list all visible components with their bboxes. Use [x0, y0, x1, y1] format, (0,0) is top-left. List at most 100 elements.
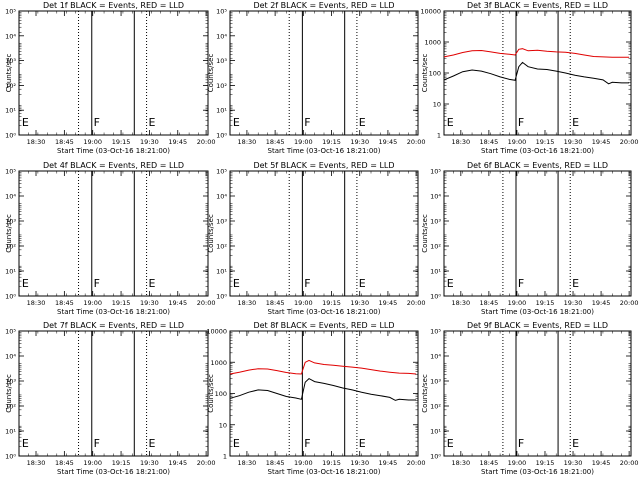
detector-panel-1: Det 1f BLACK = Events, RED = LLD 10⁰ 10¹ 10…	[5, 1, 215, 155]
x-tick-label: 19:15	[112, 459, 131, 467]
plot-frame	[229, 10, 419, 136]
segment-flag-f: F	[94, 437, 100, 450]
segment-flag-e: E	[233, 277, 240, 290]
x-tick-label: 18:30	[27, 138, 46, 146]
x-tick-label: 19:30	[350, 138, 369, 146]
segment-flag-e: E	[572, 437, 579, 450]
x-tick-label: 18:30	[451, 138, 470, 146]
x-tick-label: 18:45	[480, 459, 499, 467]
y-tick-label: 10000	[420, 8, 441, 16]
x-tick-label: 19:15	[536, 459, 555, 467]
y-tick-label: 10¹	[216, 268, 227, 276]
segment-flag-e: E	[148, 437, 155, 450]
x-tick-label: 19:30	[350, 459, 369, 467]
panel-title: Det 3f BLACK = Events, RED = LLD	[467, 1, 608, 10]
segment-flag-f: F	[304, 277, 310, 290]
x-tick-label: 19:30	[140, 299, 159, 307]
y-tick-label: 10²	[5, 82, 16, 90]
x-tick-label: 20:00	[197, 138, 216, 146]
x-tick-label: 19:00	[508, 138, 527, 146]
plot-frame	[18, 10, 209, 136]
y-tick-label: 100	[429, 70, 441, 78]
x-tick-label: 19:15	[322, 459, 341, 467]
x-tick-label: 18:45	[266, 459, 285, 467]
detector-panel-3: Det 3f BLACK = Events, RED = LLD 1 10 100 10…	[420, 1, 638, 155]
y-tick-label: 10³	[430, 378, 441, 386]
y-tick-label: 10⁵	[216, 8, 227, 16]
segment-flag-f: F	[94, 116, 100, 129]
segment-flag-e: E	[233, 437, 240, 450]
panel-title: Det 1f BLACK = Events, RED = LLD	[43, 1, 184, 10]
y-tick-label: 10²	[430, 403, 441, 411]
segment-flag-f: F	[304, 116, 310, 129]
x-tick-label: 19:30	[350, 299, 369, 307]
x-tick-label: 18:30	[27, 459, 46, 467]
events-series-line	[443, 61, 630, 85]
x-tick-label: 19:15	[536, 299, 555, 307]
y-tick-label: 10⁰	[5, 453, 16, 461]
x-tick-label: 20:00	[407, 459, 426, 467]
x-tick-label: 18:45	[266, 138, 285, 146]
y-tick-label: 10³	[5, 57, 16, 65]
panel-title: Det 9f BLACK = Events, RED = LLD	[467, 321, 608, 330]
y-axis-label: Counts/sec	[207, 54, 215, 93]
detector-panel-7: Det 7f BLACK = Events, RED = LLD 10⁰ 10¹ 10…	[5, 321, 215, 476]
x-tick-label: 19:00	[294, 459, 313, 467]
x-tick-label: 19:45	[379, 299, 398, 307]
y-tick-label: 10²	[430, 243, 441, 251]
x-tick-label: 19:00	[508, 459, 527, 467]
y-tick-label: 10⁵	[216, 168, 227, 176]
plot-frame	[229, 170, 419, 297]
y-tick-label: 10⁵	[5, 168, 16, 176]
y-axis-label: Counts/sec	[421, 214, 429, 253]
x-tick-label: 18:30	[238, 459, 257, 467]
x-tick-label: 19:45	[168, 299, 187, 307]
x-axis-label: Start Time (03-Oct-16 18:21:00)	[268, 147, 381, 155]
y-tick-label: 1	[437, 132, 441, 140]
y-tick-label: 10³	[5, 218, 16, 226]
y-tick-label: 10²	[216, 243, 227, 251]
y-tick-label: 100	[215, 390, 227, 398]
y-axis-label: Counts/sec	[207, 374, 215, 413]
y-tick-label: 10000	[206, 328, 227, 336]
y-tick-label: 10⁰	[430, 453, 441, 461]
y-axis-label: Counts/sec	[5, 54, 13, 93]
segment-flag-f: F	[518, 116, 524, 129]
plot-frame	[443, 10, 632, 136]
y-tick-label: 10⁵	[430, 168, 441, 176]
x-tick-label: 19:00	[294, 299, 313, 307]
y-tick-label: 10²	[5, 243, 16, 251]
x-tick-label: 19:15	[112, 299, 131, 307]
x-tick-label: 18:45	[480, 138, 499, 146]
segment-flag-e: E	[233, 116, 240, 129]
y-tick-label: 1000	[210, 359, 227, 367]
segment-flag-e: E	[572, 277, 579, 290]
y-tick-label: 10⁵	[5, 328, 16, 336]
events-series-line	[229, 377, 417, 401]
y-tick-label: 10⁰	[216, 132, 227, 140]
x-axis-label: Start Time (03-Oct-16 18:21:00)	[268, 468, 381, 476]
lld-series-line	[229, 359, 417, 375]
y-tick-label: 10⁴	[430, 353, 441, 361]
segment-flag-e: E	[148, 277, 155, 290]
y-tick-label: 1000	[424, 39, 441, 47]
panel-title: Det 8f BLACK = Events, RED = LLD	[253, 321, 394, 330]
x-axis-label: Start Time (03-Oct-16 18:21:00)	[481, 308, 594, 316]
panel-title: Det 4f BLACK = Events, RED = LLD	[43, 161, 184, 170]
x-tick-label: 19:30	[140, 459, 159, 467]
y-tick-label: 10⁴	[5, 193, 16, 201]
lld-series-line	[443, 48, 630, 58]
x-tick-label: 19:00	[83, 299, 102, 307]
y-tick-label: 10¹	[430, 268, 441, 276]
y-axis-label: Counts/sec	[421, 54, 429, 93]
segment-flag-e: E	[148, 116, 155, 129]
x-tick-label: 18:30	[27, 299, 46, 307]
plot-frame	[443, 330, 632, 457]
x-tick-label: 19:00	[508, 299, 527, 307]
y-tick-label: 10⁴	[5, 353, 16, 361]
segment-flag-e: E	[359, 437, 366, 450]
segment-flag-e: E	[359, 116, 366, 129]
x-axis-label: Start Time (03-Oct-16 18:21:00)	[57, 468, 170, 476]
segment-flag-f: F	[304, 437, 310, 450]
plot-frame	[229, 330, 419, 457]
